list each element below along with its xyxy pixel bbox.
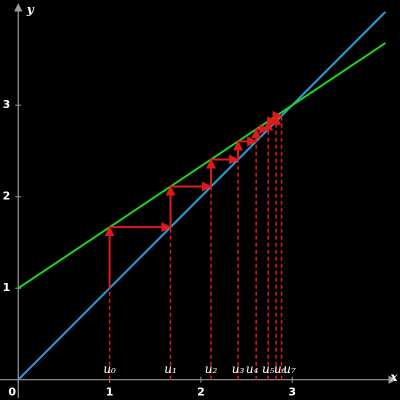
- y-tick-label: 2: [3, 190, 11, 203]
- sequence-label: u₂: [205, 362, 218, 376]
- sequence-label: u₃: [232, 362, 245, 376]
- x-axis-label: x: [389, 370, 398, 384]
- function-line: [17, 11, 387, 381]
- sequence-label: u₇: [283, 362, 296, 376]
- function-line: [17, 42, 386, 290]
- x-tick-label: 2: [197, 386, 205, 399]
- sequence-label: u₅: [262, 362, 275, 376]
- x-tick-label: 1: [106, 386, 114, 399]
- sequence-label: u₁: [164, 362, 177, 376]
- y-tick-label: 3: [3, 98, 11, 111]
- y-tick-label: 1: [3, 281, 11, 294]
- y-axis-label: y: [26, 3, 35, 17]
- sequence-label: u₀: [103, 362, 116, 376]
- x-tick-label: 0: [8, 386, 16, 399]
- x-tick-label: 3: [288, 386, 296, 399]
- sequence-label: u₆: [274, 362, 287, 376]
- sequence-label: u₄: [246, 362, 259, 376]
